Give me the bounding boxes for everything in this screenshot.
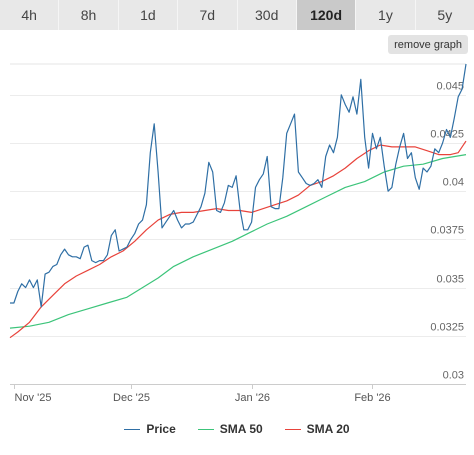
tab-8h[interactable]: 8h [59,0,119,30]
y-tick-label: 0.03 [443,370,464,382]
legend-swatch-sma50 [197,428,214,430]
x-tick-label: Feb '26 [354,392,390,404]
legend-swatch-price [124,428,141,430]
y-tick-label: 0.0425 [430,129,464,141]
y-tick-label: 0.045 [436,81,464,93]
y-tick-label: 0.0375 [430,225,464,237]
tab-7d[interactable]: 7d [178,0,238,30]
x-tick-label: Nov '25 [15,392,52,404]
legend-item-price[interactable]: Price [124,422,176,436]
tab-120d[interactable]: 120d [296,0,357,30]
tab-30d[interactable]: 30d [237,0,297,30]
y-axis-labels: 0.03 0.0325 0.035 0.0375 0.04 0.0425 0.045 [430,81,464,382]
tab-5y[interactable]: 5y [415,0,474,30]
legend-swatch-sma20 [284,428,301,430]
y-tick-label: 0.04 [443,177,464,189]
legend-label-sma50: SMA 50 [219,422,263,436]
tab-4h[interactable]: 4h [0,0,60,30]
series-line-price [10,63,467,308]
legend-label-sma20: SMA 20 [306,422,350,436]
y-tick-label: 0.0325 [430,322,464,334]
x-axis-labels: Nov '25 Dec '25 Jan '26 Feb '26 [14,384,391,404]
x-tick-label: Jan '26 [235,392,270,404]
legend: Price SMA 50 SMA 20 [0,420,474,438]
price-chart[interactable]: 0.03 0.0325 0.035 0.0375 0.04 0.0425 0.045 Nov… [0,0,474,410]
tab-1y[interactable]: 1y [356,0,416,30]
remove-graph-button[interactable]: remove graph [388,35,468,54]
y-tick-label: 0.035 [436,274,464,286]
legend-item-sma50[interactable]: SMA 50 [197,422,263,436]
legend-item-sma20[interactable]: SMA 20 [284,422,350,436]
x-tick-label: Dec '25 [113,392,150,404]
legend-label-price: Price [146,422,176,436]
tab-1d[interactable]: 1d [118,0,179,30]
timeframe-tabs: 4h 8h 1d 7d 30d 120d 1y 5y [0,0,474,30]
series-lines [9,63,467,339]
grid-lines [10,63,466,385]
series-line-sma50 [9,154,467,329]
